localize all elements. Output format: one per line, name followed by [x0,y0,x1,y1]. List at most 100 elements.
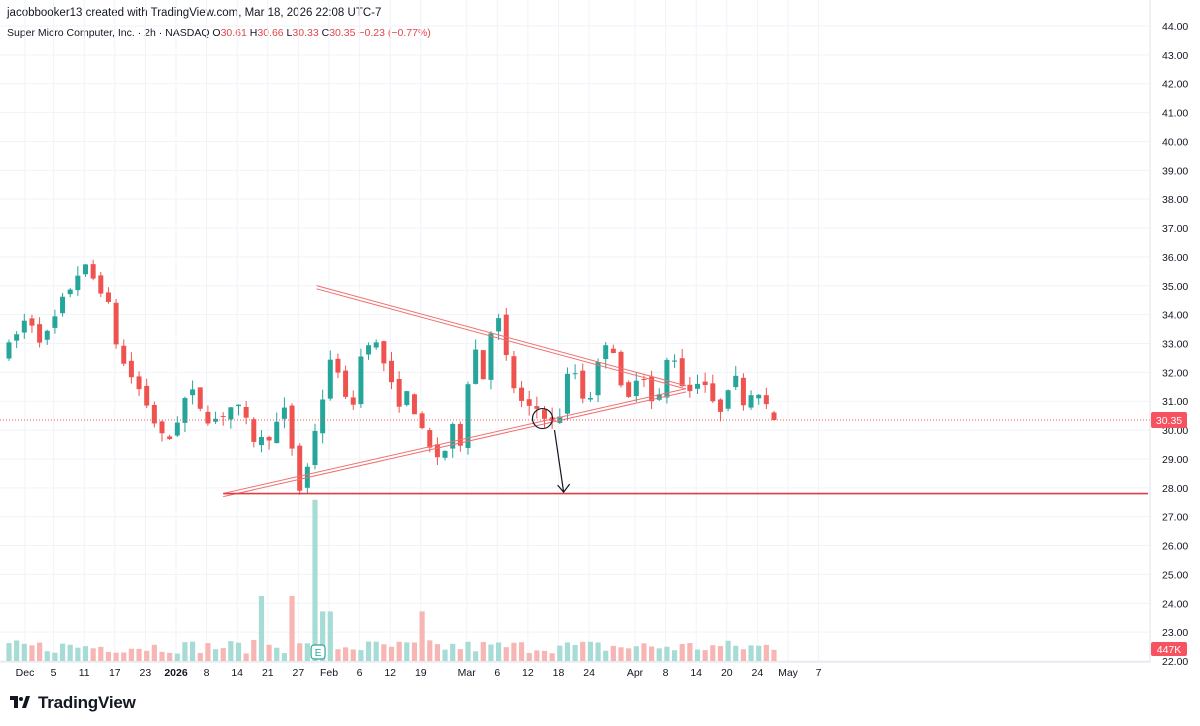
arrow-head-icon [557,483,571,494]
volume-bar [105,651,112,661]
candle-body [243,407,249,418]
time-tick-label: 14 [231,667,243,679]
volume-bar [580,641,586,661]
volume-bar [37,642,43,661]
candle-body [258,437,264,446]
time-tick-label: 24 [752,667,764,679]
candle-body [167,436,173,440]
candle-body [503,314,509,356]
volume-bar [312,499,318,661]
volume-bar [641,643,647,661]
volume-bar [595,642,601,661]
volume-bar [733,645,739,661]
candle-body [534,406,540,409]
price-tick-label: 26.00 [1162,541,1188,553]
volume-bar [679,643,685,661]
candle-body [343,370,349,397]
candle-body [67,289,73,295]
candles [6,259,777,495]
volume-bar [167,652,173,661]
volume-bar [717,646,724,661]
candle-body [710,383,716,402]
price-change: −0.23 (−0.77%) [358,27,431,39]
price-tick-label: 43.00 [1162,50,1188,62]
time-tick-label: 2026 [164,667,188,679]
candle-body [220,415,226,417]
time-tick-label: 24 [583,667,595,679]
last-volume-tag: 447K [1157,644,1182,656]
candle-body [564,373,570,414]
breakdown-circle [531,407,554,430]
chart-byline: jacobbooker13 created with TradingView.c… [7,7,382,19]
candle-body [44,330,50,340]
candle-body [90,264,96,279]
candle-body [672,360,678,362]
candle-body [281,407,287,419]
volume-bar [297,643,303,661]
price-tick-label: 28.00 [1162,483,1188,495]
time-tick-label: 18 [553,667,565,679]
candle-body [664,359,670,398]
time-tick-label: Mar [458,667,477,679]
candle-body [98,275,104,294]
candle-body [121,345,127,364]
time-tick-label: 14 [690,667,702,679]
price-tick-label: 29.00 [1162,454,1188,466]
candle-body [610,348,616,354]
volume-bar [427,640,433,661]
candle-body [679,358,685,387]
candle-body [656,394,662,400]
volume-bars [6,499,777,661]
time-tick-label: 11 [79,667,90,679]
candle-body [748,395,754,408]
volume-bar [365,641,372,661]
candle-body [159,421,165,434]
volume-bar [473,651,479,661]
candle-body [14,334,20,341]
last-price-tag: 30.35 [1156,415,1182,427]
volume-bar [350,649,356,661]
candle-body [427,430,433,448]
candle-body [190,389,196,396]
candle-body [419,413,425,429]
volume-bar [626,648,632,661]
volume-bar [534,650,540,661]
candle-body [128,360,134,378]
candle-body [37,324,43,343]
time-tick-label: 8 [663,667,669,679]
volume-bar [182,642,188,661]
volume-bar [404,642,410,661]
volume-bar [618,647,624,661]
candle-body [358,356,364,405]
earnings-marker-label: E [315,648,322,659]
price-tick-label: 42.00 [1162,79,1188,91]
volume-bar [90,648,96,661]
brand-name: TradingView [38,693,136,712]
volume-bar [633,646,639,661]
volume-bar [228,641,234,661]
symbol-name: Super Micro Computer, Inc. · 2h · NASDAQ [7,27,210,39]
candle-body [756,394,762,399]
candle-body [740,377,746,406]
candle-body [733,375,739,388]
volume-bar [190,641,196,661]
candle-body [771,412,777,420]
volume-bar [220,648,226,661]
candle-body [327,359,333,399]
candle-body [396,379,402,407]
time-tick-label: 12 [522,667,534,679]
price-tick-label: 22.00 [1162,656,1188,668]
candle-body [763,395,769,405]
candle-body [603,345,609,360]
volume-bar [434,644,440,661]
time-axis[interactable]: Dec 5 11 17 23 2026 8 14 21 27 Feb 6 12 19 Mar 6 12 18 24 A… [0,661,1150,679]
volume-bar [327,611,333,661]
price-axis[interactable]: 44.00 43.00 42.00 41.00 40.00 39.00 38.00 37.00… [1149,0,1188,668]
candle-body [389,360,394,383]
candle-body [205,411,211,424]
volume-bar [396,641,402,661]
volume-bar [526,652,532,661]
candle-body [381,341,387,364]
time-tick-label: 6 [357,667,363,679]
